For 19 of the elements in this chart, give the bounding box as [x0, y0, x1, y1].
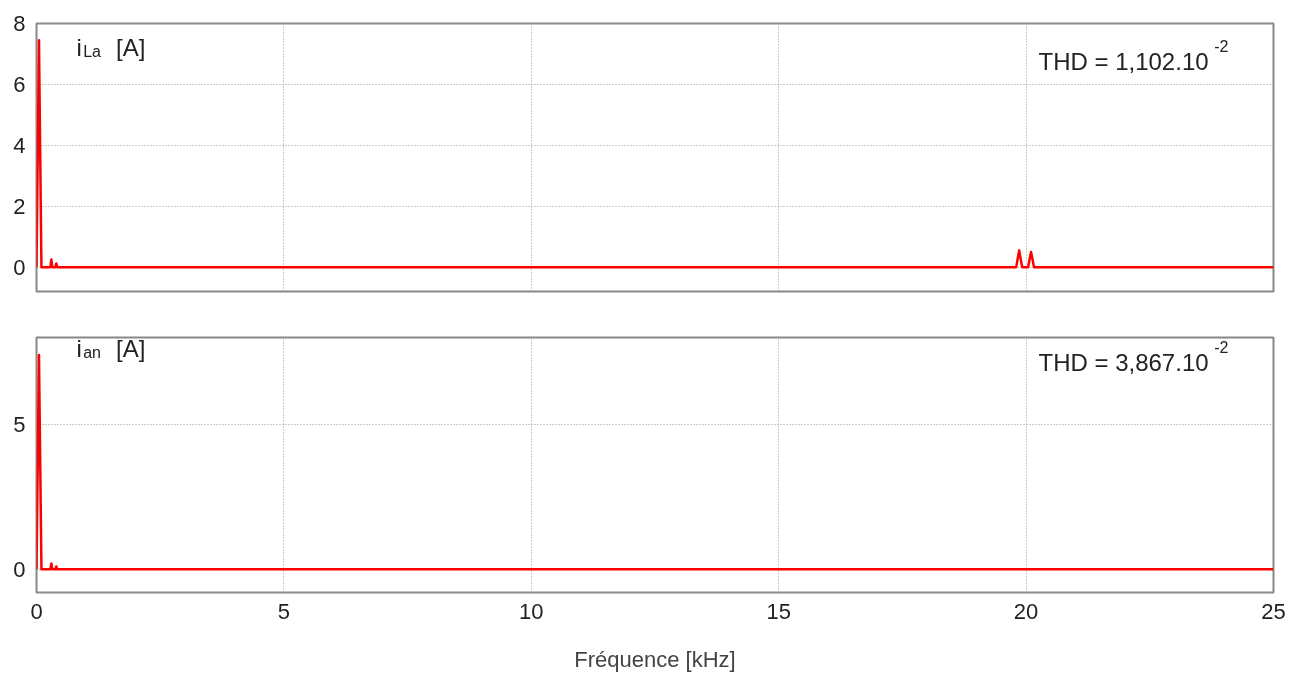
y-tick-label: 8 [13, 11, 26, 36]
y-tick-label: 0 [13, 254, 26, 280]
x-tick-label: 0 [30, 598, 43, 624]
y-tick-label: 4 [13, 132, 26, 158]
annotation: iLa [A] [76, 33, 146, 61]
x-tick-label: 15 [766, 598, 791, 624]
annotation: THD = 3,867.10-2 [1038, 339, 1229, 376]
y-tick-label: 5 [13, 411, 26, 437]
annotation: ian [A] [76, 334, 146, 362]
line-series [36, 39, 1274, 269]
y-tick-label: 0 [13, 556, 26, 582]
x-tick-label: 10 [519, 598, 544, 624]
x-tick-label: 5 [277, 598, 291, 624]
x-axis-title: Fréquence [kHz] [574, 646, 736, 672]
y-tick-label: 2 [13, 193, 26, 219]
x-tick-label: 25 [1261, 598, 1286, 624]
annotation: THD = 1,102.10-2 [1038, 38, 1229, 75]
x-tick-label: 20 [1013, 598, 1039, 624]
y-tick-label: 6 [13, 71, 26, 97]
